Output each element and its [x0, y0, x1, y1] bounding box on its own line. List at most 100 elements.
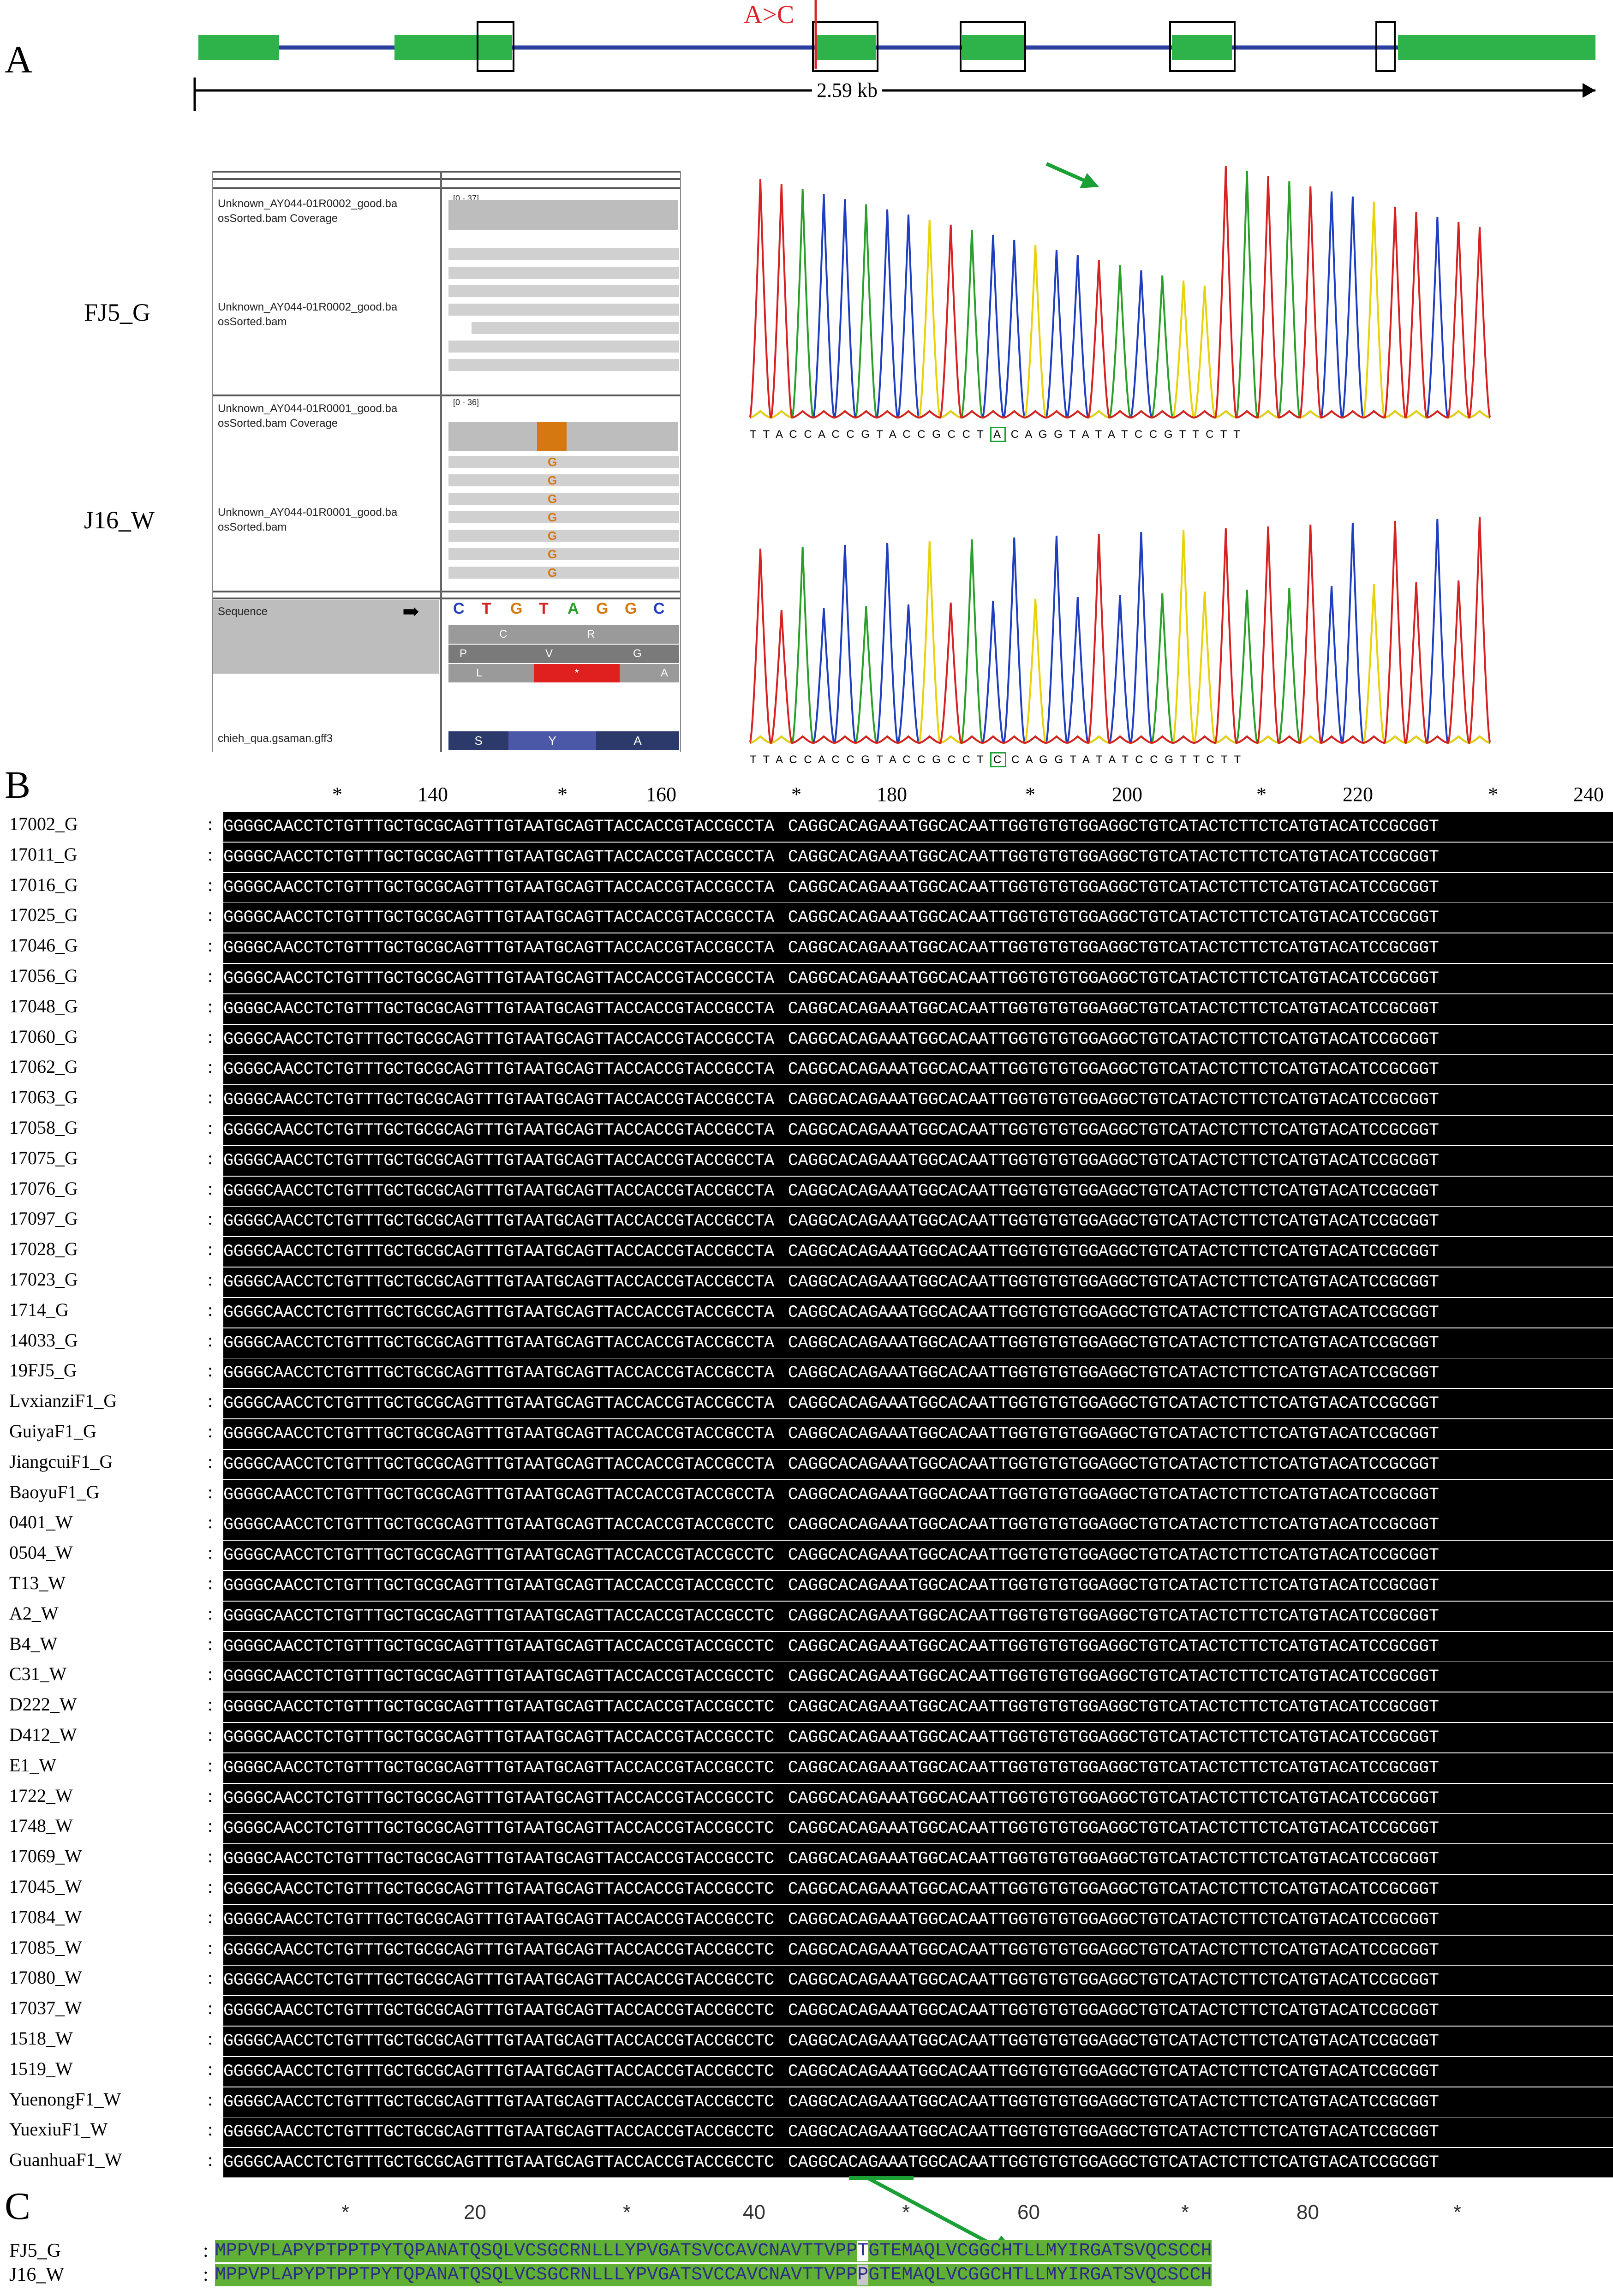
- alignment-row: 17069_W: GGGGCAACCTCTGTTTGCTGCGCAGTTTGTAA…: [0, 1844, 1613, 1874]
- aligned-sequence: GGGGCAACCTCTGTTTGCTGCGCAGTTTGTAATGCAGTTA…: [223, 1510, 1613, 1540]
- sample-name: 1722_W: [9, 1785, 73, 1806]
- row-colon: :: [208, 1481, 213, 1502]
- aligned-sequence: GGGGCAACCTCTGTTTGCTGCGCAGTTTGTAATGCAGTTA…: [223, 1146, 1613, 1176]
- sample-name: 17048_G: [9, 995, 78, 1016]
- row-colon: :: [208, 1967, 213, 1988]
- sample-name: B4_W: [9, 1633, 58, 1654]
- aligned-sequence: GGGGCAACCTCTGTTTGCTGCGCAGTTTGTAATGCAGTTA…: [223, 1268, 1613, 1297]
- sample-name: 17023_G: [9, 1269, 78, 1290]
- sample-label-fj5: FJ5_G: [84, 299, 151, 326]
- row-colon: :: [208, 874, 213, 895]
- alignment-row: 17062_G: GGGGCAACCTCTGTTTGCTGCGCAGTTTGTAA…: [0, 1055, 1613, 1085]
- sample-name: LvxianziF1_G: [9, 1390, 117, 1411]
- alignment-row: 17058_G: GGGGCAACCTCTGTTTGCTGCGCAGTTTGTAA…: [0, 1116, 1613, 1145]
- protein-sequence: MPPVPLAPYPTPPTPYTQPANATQSQLVCSGCRNLLLYPV…: [215, 2264, 1212, 2286]
- track1-bam-label: Unknown_AY044-01R0002_good.ba osSorted.b…: [218, 301, 398, 328]
- aligned-sequence: GGGGCAACCTCTGTTTGCTGCGCAGTTTGTAATGCAGTTA…: [223, 1753, 1613, 1783]
- alignment-row: GuiyaF1_G: GGGGCAACCTCTGTTTGCTGCGCAGTTTGT…: [0, 1419, 1613, 1449]
- exon-6: [1398, 35, 1595, 60]
- sample-name: 1714_G: [9, 1299, 69, 1320]
- aligned-sequence: GGGGCAACCTCTGTTTGCTGCGCAGTTTGTAATGCAGTTA…: [223, 873, 1613, 903]
- snp-highlight-a: A: [990, 427, 1006, 442]
- exon-box-2: [812, 21, 878, 72]
- snp-base: A: [764, 1394, 774, 1414]
- sample-name: 17056_G: [9, 965, 78, 986]
- aligned-sequence: GGGGCAACCTCTGTTTGCTGCGCAGTTTGTAATGCAGTTA…: [223, 1875, 1613, 1904]
- alignment-row: 1748_W: GGGGCAACCTCTGTTTGCTGCGCAGTTTGTAAT…: [0, 1814, 1613, 1844]
- aligned-sequence: GGGGCAACCTCTGTTTGCTGCGCAGTTTGTAATGCAGTTA…: [223, 1996, 1613, 2026]
- snp-base: A: [764, 999, 774, 1019]
- sample-name: 17016_G: [9, 874, 78, 895]
- aligned-sequence: GGGGCAACCTCTGTTTGCTGCGCAGTTTGTAATGCAGTTA…: [223, 1389, 1613, 1419]
- aa-frame-1: C R: [448, 625, 679, 644]
- panel-label-a: A: [5, 38, 33, 81]
- alignment-row: 19FJ5_G: GGGGCAACCTCTGTTTGCTGCGCAGTTTGTAA…: [0, 1358, 1613, 1388]
- sample-name: D412_W: [9, 1724, 77, 1745]
- aligned-sequence: GGGGCAACCTCTGTTTGCTGCGCAGTTTGTAATGCAGTTA…: [223, 1814, 1613, 1844]
- alignment-row: B4_W: GGGGCAACCTCTGTTTGCTGCGCAGTTTGTAATGC…: [0, 1632, 1613, 1662]
- track2-bam-label: Unknown_AY044-01R0001_good.ba osSorted.b…: [218, 506, 398, 533]
- aligned-sequence: GGGGCAACCTCTGTTTGCTGCGCAGTTTGTAATGCAGTTA…: [223, 1449, 1613, 1479]
- snp-base: A: [764, 939, 774, 958]
- sample-name: BaoyuF1_G: [9, 1481, 100, 1502]
- alignment-row: 0504_W: GGGGCAACCTCTGTTTGCTGCGCAGTTTGTAAT…: [0, 1541, 1613, 1571]
- snp-base: C: [764, 1637, 774, 1656]
- exon-box-4: [1169, 21, 1236, 72]
- aligned-sequence: GGGGCAACCTCTGTTTGCTGCGCAGTTTGTAATGCAGTTA…: [223, 1116, 1613, 1145]
- protein-ruler-label: *: [623, 2201, 631, 2224]
- snp-base: C: [764, 1788, 774, 1808]
- sample-name: 14033_G: [9, 1329, 78, 1351]
- sample-name: 17045_W: [9, 1876, 82, 1897]
- snp-base: C: [764, 1515, 774, 1535]
- sample-name: 17037_W: [9, 1997, 82, 2019]
- aligned-sequence: GGGGCAACCTCTGTTTGCTGCGCAGTTTGTAATGCAGTTA…: [223, 1692, 1613, 1722]
- protein-ruler-label: 20: [464, 2201, 486, 2224]
- aligned-sequence: GGGGCAACCTCTGTTTGCTGCGCAGTTTGTAATGCAGTTA…: [223, 1783, 1613, 1813]
- row-colon: :: [208, 965, 213, 986]
- row-colon: :: [208, 1937, 213, 1958]
- snp-base: C: [764, 1910, 774, 1930]
- row-colon: :: [208, 1512, 213, 1533]
- aligned-sequence: GGGGCAACCTCTGTTTGCTGCGCAGTTTGTAATGCAGTTA…: [223, 812, 1613, 842]
- snp-base: A: [764, 1485, 774, 1505]
- row-colon: :: [208, 1997, 213, 2019]
- row-colon: :: [208, 904, 213, 926]
- snp-base: C: [764, 1819, 774, 1839]
- chromatogram-j16: [749, 517, 1491, 744]
- snp-base: A: [764, 1151, 774, 1171]
- gene-length-label: 2.59 kb: [812, 78, 882, 102]
- exon-4: [962, 35, 1024, 60]
- aligned-sequence: GGGGCAACCTCTGTTTGCTGCGCAGTTTGTAATGCAGTTA…: [223, 1966, 1613, 1996]
- aligned-sequence: GGGGCAACCTCTGTTTGCTGCGCAGTTTGTAATGCAGTTA…: [223, 1541, 1613, 1571]
- sample-name: 17085_W: [9, 1937, 82, 1958]
- alignment-row: D412_W: GGGGCAACCTCTGTTTGCTGCGCAGTTTGTAAT…: [0, 1723, 1613, 1752]
- aligned-sequence: GGGGCAACCTCTGTTTGCTGCGCAGTTTGTAATGCAGTTA…: [223, 1055, 1613, 1085]
- alignment-row: 17048_G: GGGGCAACCTCTGTTTGCTGCGCAGTTTGTAA…: [0, 994, 1613, 1024]
- aligned-sequence: GGGGCAACCTCTGTTTGCTGCGCAGTTTGTAATGCAGTTA…: [223, 1723, 1613, 1752]
- exon-5: [1172, 35, 1232, 60]
- alignment-row: 1714_G: GGGGCAACCTCTGTTTGCTGCGCAGTTTGTAAT…: [0, 1297, 1613, 1327]
- row-colon: :: [208, 1573, 213, 1593]
- alignment-row: 17016_G: GGGGCAACCTCTGTTTGCTGCGCAGTTTGTAA…: [0, 873, 1613, 903]
- ruler-tick-label: 180: [877, 783, 907, 806]
- aligned-sequence: GGGGCAACCTCTGTTTGCTGCGCAGTTTGTAATGCAGTTA…: [223, 1601, 1613, 1631]
- row-colon: :: [208, 1329, 213, 1351]
- snp-base: C: [764, 2032, 774, 2051]
- alignment-row: YuenongF1_W: GGGGCAACCTCTGTTTGCTGCGCAGTTT…: [0, 2087, 1613, 2117]
- sample-name: 17011_G: [9, 843, 78, 865]
- aligned-sequence: GGGGCAACCTCTGTTTGCTGCGCAGTTTGTAATGCAGTTA…: [223, 1237, 1613, 1267]
- row-colon: :: [208, 1451, 213, 1472]
- sample-name: 1518_W: [9, 2028, 73, 2049]
- row-colon: :: [208, 1147, 213, 1168]
- row-colon: :: [208, 1026, 213, 1047]
- aligned-sequence: GGGGCAACCTCTGTTTGCTGCGCAGTTTGTAATGCAGTTA…: [223, 1844, 1613, 1874]
- protein-ruler-label: *: [1453, 2201, 1462, 2224]
- sample-name: 0401_W: [9, 1512, 73, 1533]
- protein-sample-name: J16_W: [9, 2264, 64, 2285]
- chromatogram-j16-seq: T T A C C A C C G T A C C G C C T C C A …: [750, 752, 1243, 767]
- sample-name: 17069_W: [9, 1846, 82, 1867]
- aligned-sequence: GGGGCAACCTCTGTTTGCTGCGCAGTTTGTAATGCAGTTA…: [223, 903, 1613, 933]
- row-colon: :: [208, 1754, 213, 1776]
- sample-name: 17002_G: [9, 813, 78, 834]
